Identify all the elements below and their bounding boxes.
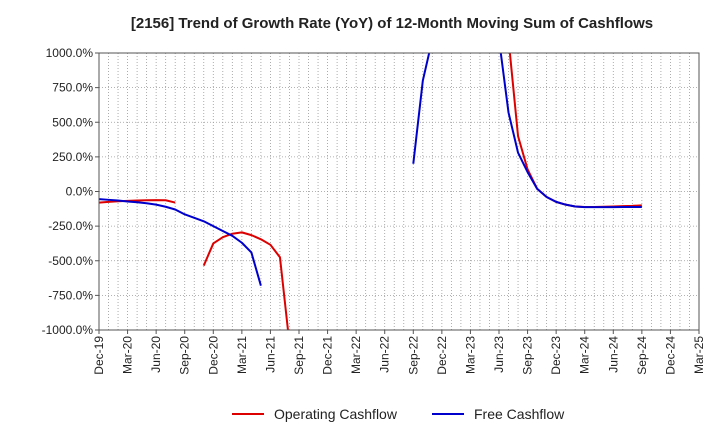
x-tick-label: Jun-24	[606, 336, 620, 373]
x-axis: Dec-19 Mar-20 Jun-20 Sep-20 Dec-20 Mar-21 Jun-…	[92, 330, 706, 375]
y-tick-label: -500.0%	[48, 254, 93, 268]
x-tick-label: Jun-22	[378, 336, 392, 373]
x-tick-label: Sep-21	[292, 336, 306, 375]
series-lines	[99, 53, 642, 330]
legend: Operating Cashflow Free Cashflow	[232, 406, 565, 422]
x-tick-label: Sep-20	[178, 336, 192, 375]
x-tick-label: Dec-23	[549, 336, 563, 375]
x-tick-label: Dec-22	[435, 336, 449, 375]
x-tick-label: Dec-21	[321, 336, 335, 375]
x-tick-label: Dec-19	[92, 336, 106, 375]
x-tick-label: Dec-24	[663, 336, 677, 375]
y-tick-label: -750.0%	[48, 288, 93, 302]
x-tick-label: Dec-20	[206, 336, 220, 375]
x-tick-label: Mar-20	[121, 336, 135, 374]
legend-label-operating-cashflow: Operating Cashflow	[274, 406, 398, 422]
x-tick-label: Jun-20	[149, 336, 163, 373]
y-tick-label: 500.0%	[52, 115, 93, 129]
y-tick-label: 750.0%	[52, 81, 93, 95]
x-tick-label: Mar-24	[578, 336, 592, 374]
x-tick-label: Mar-21	[235, 336, 249, 374]
x-tick-label: Mar-25	[692, 336, 706, 374]
x-tick-label: Mar-22	[349, 336, 363, 374]
x-tick-label: Jun-23	[492, 336, 506, 373]
y-tick-label: -250.0%	[48, 219, 93, 233]
x-tick-label: Mar-23	[463, 336, 477, 374]
legend-label-free-cashflow: Free Cashflow	[474, 406, 565, 422]
y-tick-label: 1000.0%	[46, 46, 94, 60]
chart-title: [2156] Trend of Growth Rate (YoY) of 12-…	[131, 15, 653, 32]
y-tick-label: 0.0%	[66, 185, 94, 199]
x-tick-label: Jun-21	[263, 336, 277, 373]
y-axis: 1000.0% 750.0% 500.0% 250.0% 0.0% -250.0% -500…	[42, 46, 99, 337]
x-tick-label: Sep-24	[635, 336, 649, 375]
y-tick-label: 250.0%	[52, 150, 93, 164]
x-tick-label: Sep-22	[406, 336, 420, 375]
x-tick-label: Sep-23	[521, 336, 535, 375]
series-line-free-cashflow	[99, 53, 642, 286]
y-tick-label: -1000.0%	[42, 323, 94, 337]
